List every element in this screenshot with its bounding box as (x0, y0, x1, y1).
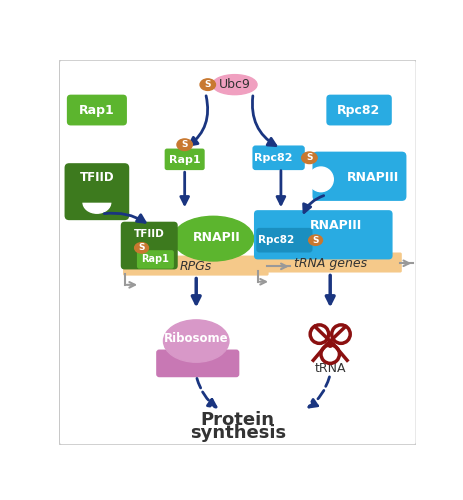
FancyBboxPatch shape (256, 252, 401, 272)
Text: RNAPII: RNAPII (193, 230, 240, 243)
Ellipse shape (83, 192, 111, 213)
FancyBboxPatch shape (312, 152, 406, 201)
FancyBboxPatch shape (156, 350, 239, 377)
FancyBboxPatch shape (67, 94, 127, 126)
FancyBboxPatch shape (120, 222, 177, 270)
Circle shape (308, 167, 332, 192)
Text: TFIID: TFIID (80, 172, 114, 184)
Ellipse shape (301, 152, 316, 164)
Text: Rpc82: Rpc82 (257, 235, 294, 245)
Text: S: S (306, 154, 312, 162)
Text: synthesis: synthesis (189, 424, 285, 442)
FancyBboxPatch shape (164, 148, 204, 170)
FancyBboxPatch shape (123, 256, 268, 276)
Ellipse shape (212, 74, 257, 94)
Ellipse shape (200, 79, 215, 90)
FancyBboxPatch shape (252, 146, 304, 170)
Text: Rpc82: Rpc82 (253, 153, 292, 163)
FancyBboxPatch shape (64, 163, 129, 220)
Text: RNAPIII: RNAPIII (310, 219, 362, 232)
FancyBboxPatch shape (74, 187, 119, 202)
FancyBboxPatch shape (256, 228, 312, 252)
Ellipse shape (176, 139, 192, 150)
Text: Ubc9: Ubc9 (219, 78, 250, 91)
Text: Rap1: Rap1 (141, 254, 169, 264)
Text: TFIID: TFIID (134, 229, 164, 239)
Text: Rap1: Rap1 (169, 155, 200, 165)
Text: Ribosome: Ribosome (163, 332, 228, 345)
Ellipse shape (308, 235, 322, 246)
Text: Rpc82: Rpc82 (336, 104, 380, 118)
Text: S: S (312, 236, 318, 244)
Ellipse shape (172, 216, 253, 261)
Text: tRNA: tRNA (314, 362, 345, 374)
Ellipse shape (134, 242, 148, 253)
Text: RPGs: RPGs (180, 260, 212, 273)
Ellipse shape (163, 320, 228, 362)
FancyBboxPatch shape (253, 210, 392, 260)
Text: S: S (204, 80, 211, 89)
Text: Rap1: Rap1 (79, 104, 114, 118)
FancyBboxPatch shape (137, 250, 174, 268)
FancyBboxPatch shape (325, 94, 391, 126)
Circle shape (327, 342, 332, 347)
Text: tRNA genes: tRNA genes (293, 257, 366, 270)
Text: RNAPIII: RNAPIII (346, 170, 399, 183)
FancyBboxPatch shape (59, 60, 416, 445)
Text: S: S (138, 244, 144, 252)
Text: S: S (181, 140, 188, 149)
Text: Protein: Protein (200, 412, 274, 430)
